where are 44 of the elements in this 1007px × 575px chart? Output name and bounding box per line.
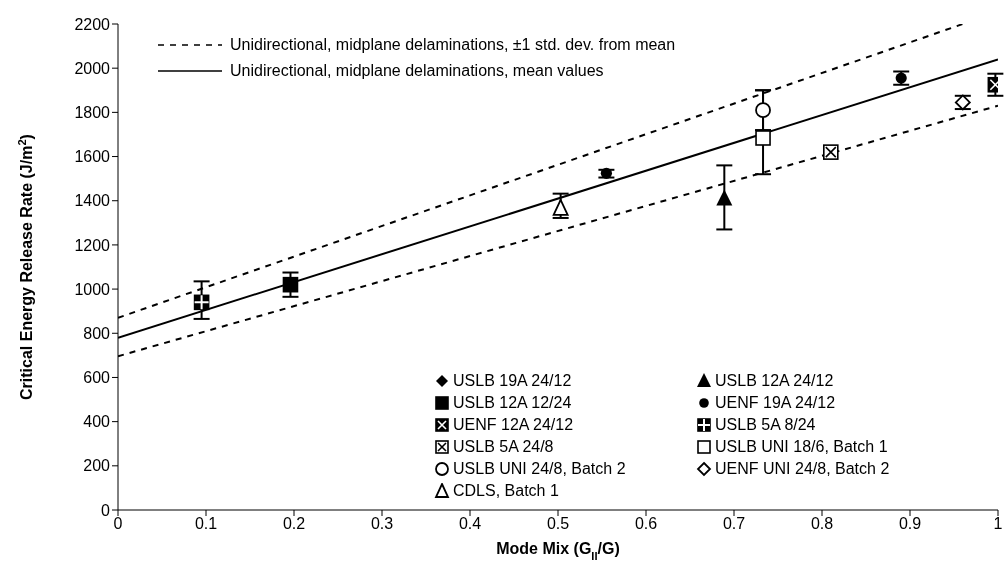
x-axis-title: Mode Mix (G$_{II}$/G): [496, 540, 620, 562]
y-tick-label: 200: [83, 457, 111, 475]
legend-label: USLB UNI 24/8, Batch 2: [453, 459, 626, 479]
y-tick-label: 1200: [74, 236, 111, 254]
x-tick-label: 0.4: [458, 515, 482, 533]
y-tick-label: 400: [83, 413, 111, 431]
legend-label: USLB 5A 24/8: [453, 437, 554, 457]
x-tick-label: 0.3: [370, 515, 394, 533]
x-tick-label: 0.8: [810, 515, 834, 533]
legend-label: USLB 5A 8/24: [715, 415, 816, 435]
x-tick-label: 0.1: [194, 515, 218, 533]
legend-label: Unidirectional, midplane delaminations, ±1 std. dev. from mean: [230, 35, 676, 55]
legend-label: UENF 12A 24/12: [453, 415, 574, 435]
point: [552, 198, 569, 216]
y-tick-label: 1000: [74, 280, 111, 298]
legend-label: UENF 19A 24/12: [715, 393, 836, 413]
y-tick-label: 0: [101, 501, 111, 519]
legend-label: UENF UNI 24/8, Batch 2: [715, 459, 890, 479]
y-tick-label: 2200: [74, 15, 111, 33]
legend-label: Unidirectional, midplane delaminations, mean values: [230, 61, 604, 81]
x-tick-label: 1: [993, 515, 1003, 533]
x-tick-label: 0.2: [282, 515, 306, 533]
y-tick-label: 800: [83, 324, 111, 342]
legend-label: USLB 12A 12/24: [453, 393, 572, 413]
legend-label: USLB 12A 24/12: [715, 371, 834, 391]
point: [716, 189, 733, 206]
legend-label: USLB 19A 24/12: [453, 371, 572, 391]
point: [895, 72, 907, 84]
x-tick-label: 0.5: [546, 515, 570, 533]
point: [600, 167, 612, 179]
x-tick-label: 0.6: [634, 515, 658, 533]
y-tick-label: 1400: [74, 192, 111, 210]
point: [755, 130, 771, 146]
y-tick-label: 1800: [74, 104, 111, 122]
y-tick-label: 1600: [74, 148, 111, 166]
x-tick-label: 0.7: [722, 515, 746, 533]
x-tick-label: 0: [113, 515, 123, 533]
point: [282, 276, 299, 293]
y-tick-label: 600: [83, 369, 111, 387]
point: [755, 102, 771, 119]
y-tick-label: 2000: [74, 59, 111, 77]
x-tick-label: 0.9: [898, 515, 922, 533]
legend-label: USLB UNI 18/6, Batch 1: [715, 437, 888, 457]
legend-label: CDLS, Batch 1: [453, 481, 559, 501]
